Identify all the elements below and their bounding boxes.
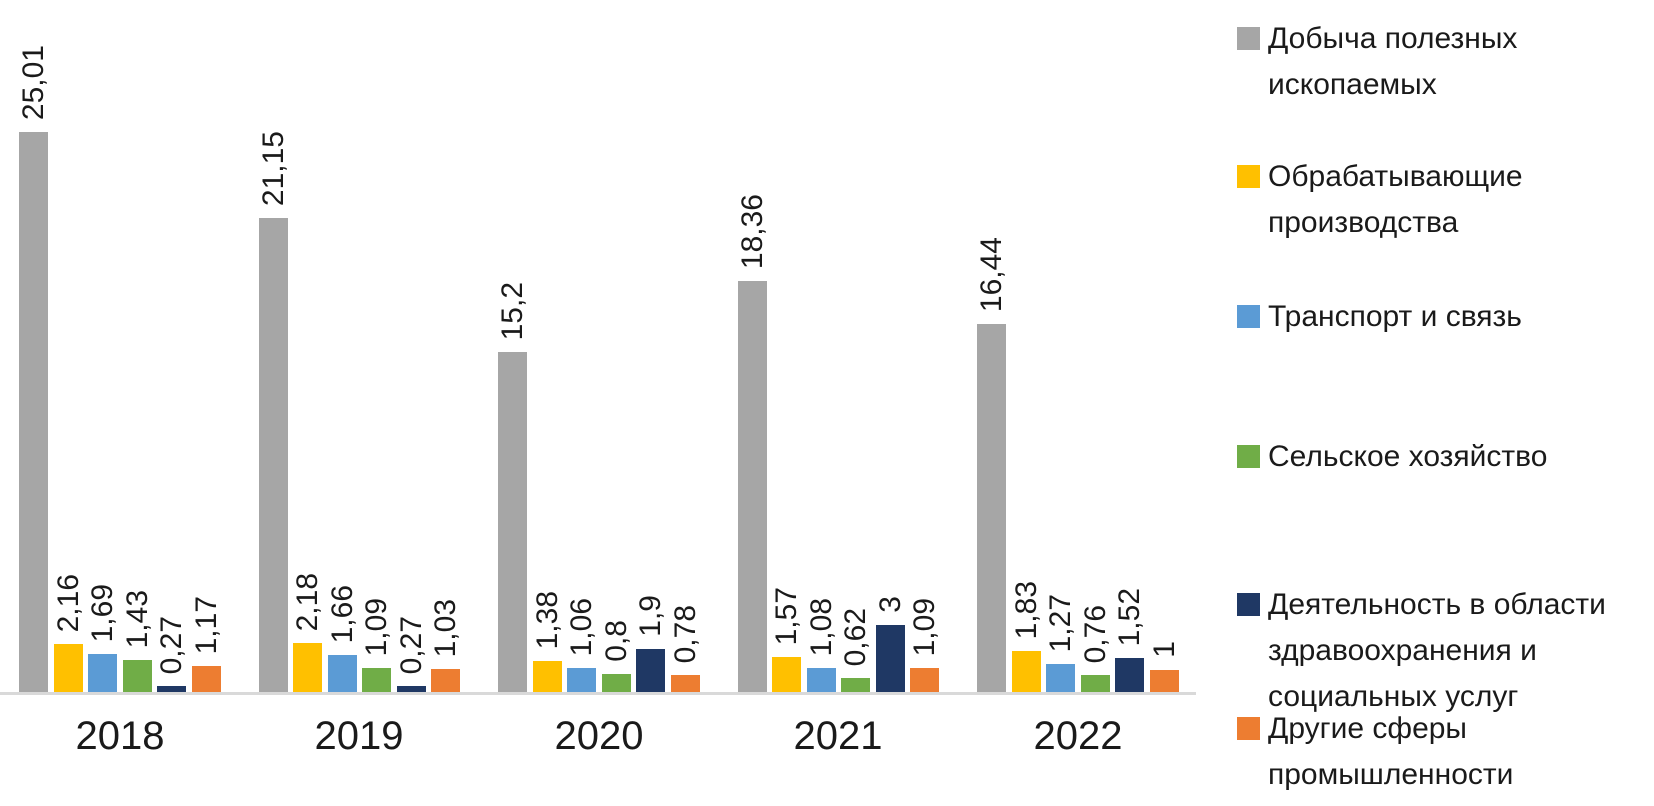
bar-value-label: 0,27	[155, 615, 188, 674]
bar-series5-2020	[636, 649, 665, 692]
bar-series5-2018	[157, 686, 186, 692]
bar-value-label: 1,83	[1010, 580, 1043, 639]
bar-value-label: 0,76	[1079, 604, 1112, 663]
bar-series5-2021	[876, 625, 905, 692]
legend: Добыча полезных ископаемых Обрабатывающие…	[1237, 0, 1654, 806]
bar-series4-2018	[123, 660, 152, 692]
legend-swatch-icon	[1237, 717, 1260, 740]
bar-series1-2022	[977, 324, 1006, 692]
bar-series3-2019	[328, 655, 357, 692]
legend-item-1: Добыча полезных ископаемых	[1237, 16, 1517, 108]
legend-swatch-icon	[1237, 165, 1260, 188]
bar-value-label: 3	[874, 596, 907, 613]
bar-series5-2019	[397, 686, 426, 692]
bar-series3-2020	[567, 668, 596, 692]
bar-value-label: 2,16	[52, 573, 85, 632]
legend-label: Другие сферы промышленности	[1268, 712, 1514, 791]
bar-series1-2018	[19, 132, 48, 692]
legend-label: Транспорт и связь	[1268, 300, 1522, 333]
bar-series2-2020	[533, 661, 562, 692]
legend-swatch-icon	[1237, 445, 1260, 468]
bar-value-label: 1,57	[770, 586, 803, 645]
x-axis-label-2022: 2022	[1033, 714, 1123, 758]
bar-series1-2021	[738, 281, 767, 692]
bar-value-label: 1,03	[429, 598, 462, 657]
x-axis-label-2021: 2021	[793, 714, 883, 758]
bar-value-label: 1,9	[634, 595, 667, 637]
x-axis-label-2019: 2019	[314, 714, 404, 758]
bar-value-label: 1,27	[1044, 593, 1077, 652]
legend-swatch-icon	[1237, 305, 1260, 328]
bar-series1-2019	[259, 218, 288, 692]
bar-value-label: 1,43	[121, 589, 154, 648]
bar-value-label: 0,8	[600, 620, 633, 662]
bar-series6-2020	[671, 675, 700, 692]
bar-value-label: 2,18	[291, 572, 324, 631]
legend-label: Сельское хозяйство	[1268, 440, 1548, 473]
bar-series6-2019	[431, 669, 460, 692]
bar-series4-2019	[362, 668, 391, 692]
bar-series2-2018	[54, 644, 83, 692]
bar-value-label: 21,15	[257, 130, 290, 206]
bar-series6-2018	[192, 666, 221, 692]
legend-swatch-icon	[1237, 593, 1260, 616]
bar-value-label: 0,78	[669, 604, 702, 663]
bar-value-label: 1,09	[360, 597, 393, 656]
x-axis-label-2020: 2020	[554, 714, 644, 758]
bar-value-label: 15,2	[496, 281, 529, 340]
bar-series2-2022	[1012, 651, 1041, 692]
bar-value-label: 0,27	[395, 615, 428, 674]
bar-series6-2022	[1150, 670, 1179, 692]
bar-series4-2022	[1081, 675, 1110, 692]
bar-value-label: 1,08	[805, 597, 838, 656]
bar-series3-2021	[807, 668, 836, 692]
bar-value-label: 1,17	[190, 595, 223, 654]
bar-value-label: 18,36	[736, 193, 769, 269]
bar-value-label: 25,01	[17, 44, 50, 120]
bar-value-label: 1,06	[565, 597, 598, 656]
legend-label: Деятельность в области здравоохранения и…	[1268, 588, 1606, 713]
legend-item-3: Транспорт и связь	[1237, 294, 1522, 340]
bar-value-label: 16,44	[975, 236, 1008, 312]
legend-item-2: Обрабатывающие производства	[1237, 154, 1523, 246]
bar-series3-2018	[88, 654, 117, 692]
legend-label: Добыча полезных ископаемых	[1268, 22, 1518, 101]
legend-item-5: Деятельность в области здравоохранения и…	[1237, 582, 1606, 720]
legend-swatch-icon	[1237, 27, 1260, 50]
bar-series5-2022	[1115, 658, 1144, 692]
legend-label: Обрабатывающие производства	[1268, 160, 1523, 239]
bar-series6-2021	[910, 668, 939, 692]
bar-value-label: 1,38	[531, 590, 564, 649]
bar-value-label: 1,69	[86, 583, 119, 642]
bar-series1-2020	[498, 352, 527, 692]
bar-series2-2021	[772, 657, 801, 692]
bar-series4-2021	[841, 678, 870, 692]
bar-value-label: 1,66	[326, 584, 359, 643]
legend-item-6: Другие сферы промышленности	[1237, 706, 1513, 798]
x-axis-label-2018: 2018	[75, 714, 165, 758]
bar-value-label: 0,62	[839, 607, 872, 666]
x-axis-line	[0, 692, 1196, 695]
bar-series2-2019	[293, 643, 322, 692]
bar-value-label: 1,52	[1113, 587, 1146, 646]
legend-item-4: Сельское хозяйство	[1237, 434, 1547, 480]
bar-series3-2022	[1046, 664, 1075, 692]
bar-series4-2020	[602, 674, 631, 692]
bar-value-label: 1	[1148, 641, 1181, 658]
bar-value-label: 1,09	[908, 597, 941, 656]
